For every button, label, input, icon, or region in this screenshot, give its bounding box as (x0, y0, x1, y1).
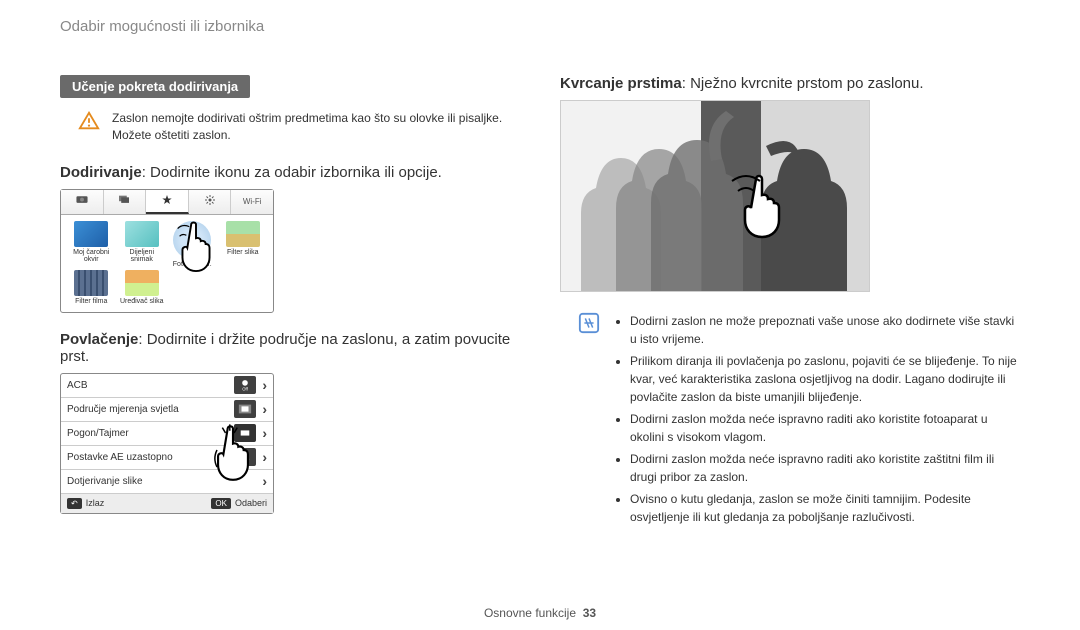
camera-menu-screenshot: Wi-Fi Moj čarobni okvir Dijeljeni snimak… (60, 189, 274, 313)
flick-illustration (560, 100, 870, 292)
cam-tab-gallery[interactable] (104, 190, 147, 214)
note-callout: Dodirni zaslon ne može prepoznati vaše u… (578, 312, 1020, 530)
cam-item-magic-frame[interactable]: Moj čarobni okvir (67, 221, 116, 269)
cam-item-motion-photo[interactable]: Fotogr. pokr. (168, 221, 217, 269)
svg-text:Off: Off (243, 387, 249, 392)
left-column: Učenje pokreta dodirivanja Zaslon nemojt… (60, 20, 520, 530)
warning-icon (78, 110, 100, 137)
cam-tab-settings[interactable] (189, 190, 232, 214)
tap-gesture-title: Dodirivanje: Dodirnite ikonu za odabir i… (60, 164, 520, 181)
cam-grid: Moj čarobni okvir Dijeljeni snimak Fotog… (61, 215, 273, 312)
back-button[interactable]: ↶Izlaz (67, 498, 104, 509)
warning-text: Zaslon nemojte dodirivati oštrim predmet… (112, 110, 520, 144)
cam-tab-wifi[interactable]: Wi-Fi (231, 190, 273, 214)
warning-callout: Zaslon nemojte dodirivati oštrim predmet… (78, 110, 520, 144)
cam-item-photo-filter[interactable]: Filter slika (219, 221, 268, 269)
note-item: Prilikom diranja ili povlačenja po zaslo… (630, 352, 1020, 406)
right-column: Kvrcanje prstima: Nježno kvrcnite prstom… (560, 20, 1020, 530)
cam-item-movie-filter[interactable]: Filter filma (67, 270, 116, 306)
note-item: Dodirni zaslon možda neće ispravno radit… (630, 410, 1020, 446)
settings-list-screenshot: ACB Off› Područje mjerenja svjetla › Pog… (60, 373, 274, 514)
cam-tab-camera[interactable] (61, 190, 104, 214)
section-pill: Učenje pokreta dodirivanja (60, 75, 250, 98)
cam-tab-bar: Wi-Fi (61, 190, 273, 215)
note-list: Dodirni zaslon ne može prepoznati vaše u… (612, 312, 1020, 530)
drag-gesture-title: Povlačenje: Dodirnite i držite područje … (60, 331, 520, 365)
flick-gesture-title: Kvrcanje prstima: Nježno kvrcnite prstom… (560, 75, 1020, 92)
note-item: Dodirni zaslon možda neće ispravno radit… (630, 450, 1020, 486)
cam-item-image-editor[interactable]: Uređivač slika (118, 270, 167, 306)
cam-item-split-shot[interactable]: Dijeljeni snimak (118, 221, 167, 269)
page-footer: Osnovne funkcije 33 (0, 606, 1080, 620)
row-acb[interactable]: ACB Off› (61, 374, 273, 398)
cam-tab-star[interactable] (146, 190, 189, 214)
note-item: Ovisno o kutu gledanja, zaslon se može č… (630, 490, 1020, 526)
note-item: Dodirni zaslon ne može prepoznati vaše u… (630, 312, 1020, 348)
ok-button[interactable]: OKOdaberi (211, 498, 267, 509)
settings-footer-bar: ↶Izlaz OKOdaberi (61, 494, 273, 513)
drag-hand-icon (205, 418, 261, 482)
note-icon (578, 312, 600, 530)
breadcrumb-header: Odabir mogućnosti ili izbornika (60, 18, 264, 35)
